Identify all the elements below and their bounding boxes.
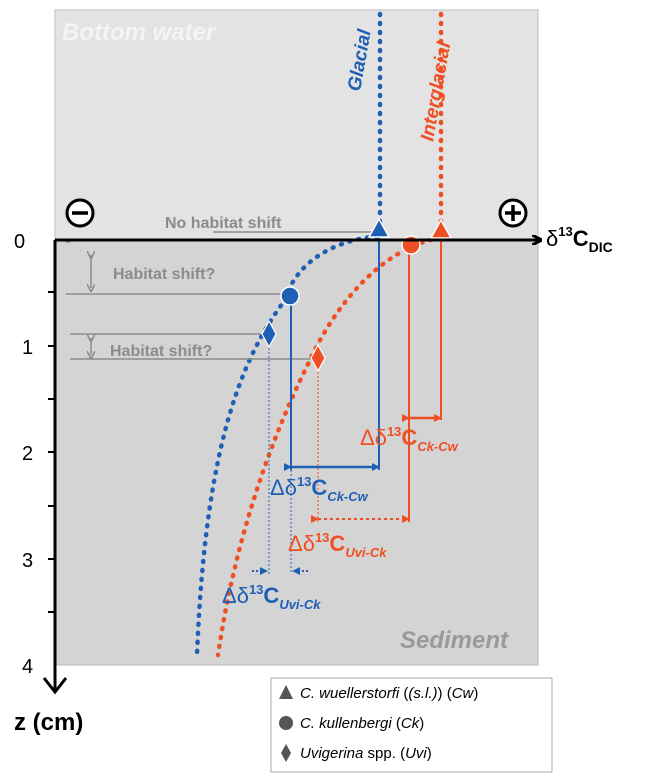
interglacial-ck-cw-label: Δδ13CCk-Cw (360, 424, 459, 454)
plus-sign-icon (498, 198, 528, 228)
no-habitat-shift-label: No habitat shift (165, 215, 282, 232)
y-tick-label: 0 (14, 231, 25, 253)
legend-ck-entry: C. kullenbergi (Ck) (300, 715, 424, 732)
habitat-shift-1-label: Habitat shift? (113, 266, 215, 283)
legend-cw-entry: C. wuellerstorfi ((s.l.)) (Cw) (300, 685, 478, 702)
habitat-shift-1-annotation: Habitat shift? (66, 241, 282, 295)
glacial-cw-triangle-marker (367, 217, 391, 238)
interglacial-cw-triangle-marker (429, 218, 453, 239)
legend: C. wuellerstorfi ((s.l.)) (Cw) C. kullen… (270, 677, 553, 773)
x-axis-label: δ13CDIC (546, 224, 613, 255)
y-tick-label: 1 (22, 337, 33, 359)
no-habitat-shift-annotation: No habitat shift (165, 215, 375, 233)
bottom-water-label: Bottom water (62, 19, 217, 46)
glacial-uvi-diamond-marker (261, 319, 277, 349)
y-tick-label: 3 (22, 550, 33, 572)
y-tick-label: 4 (22, 656, 33, 678)
glacial-curve (194, 11, 383, 658)
habitat-shift-2-annotation: Habitat shift? (70, 333, 312, 360)
habitat-shift-2-label: Habitat shift? (110, 343, 212, 360)
y-axis-label: z (cm) (14, 709, 83, 736)
y-tick-label: 2 (22, 443, 33, 465)
y-axis-arrowhead (42, 677, 68, 695)
y-axis-ticks (48, 291, 55, 613)
sediment-region (54, 239, 539, 666)
bottom-water-region (54, 9, 539, 241)
interglacial-uvi-ck-label: Δδ13CUvi-Ck (288, 530, 387, 560)
glacial-ck-circle-marker (280, 286, 300, 306)
interglacial-uvi-diamond-marker (310, 343, 326, 373)
minus-sign-icon (65, 198, 95, 228)
sediment-label: Sediment (400, 627, 509, 654)
legend-diamond-icon (281, 744, 291, 762)
legend-circle-icon (279, 716, 293, 730)
interglacial-curve (215, 11, 444, 658)
glacial-ck-cw-label: Δδ13CCk-Cw (270, 474, 369, 504)
legend-triangle-icon (279, 685, 293, 699)
legend-uvi-entry: Uvigerina spp. (Uvi) (300, 745, 432, 762)
glacial-uvi-ck-label: Δδ13CUvi-Ck (222, 582, 321, 612)
